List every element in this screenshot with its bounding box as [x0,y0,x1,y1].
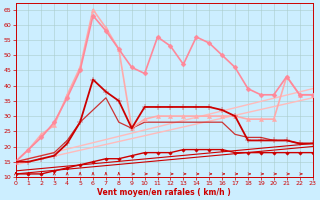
X-axis label: Vent moyen/en rafales ( km/h ): Vent moyen/en rafales ( km/h ) [97,188,231,197]
